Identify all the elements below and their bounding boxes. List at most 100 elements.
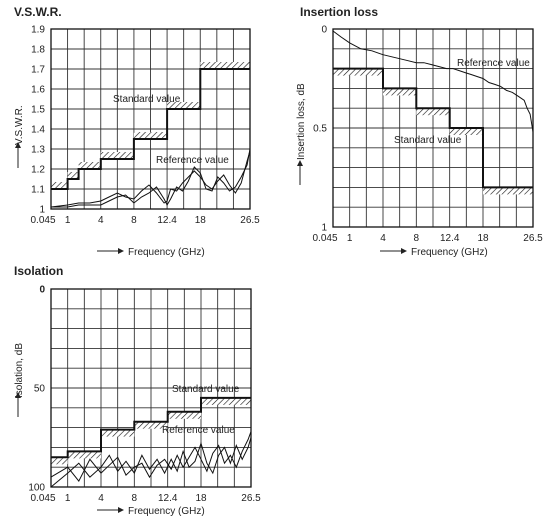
- insertion-loss-standard-hatch: [333, 68, 383, 76]
- vswr-x-label-text: Frequency (GHz): [128, 247, 205, 258]
- vswr-y-axis-label: V.S.W.R.: [14, 105, 25, 168]
- insertion-loss-standard-hatch: [416, 108, 450, 116]
- insertion-loss-x-tick-label: 4: [380, 233, 386, 244]
- isolation-y-tick-label: 100: [28, 483, 45, 494]
- vswr-y-tick-label: 1.8: [31, 45, 45, 56]
- vswr-standard-hatch: [100, 152, 134, 159]
- vswr-x-tick-label: 12.4: [157, 215, 177, 226]
- insertion-loss-hatch: [333, 68, 533, 195]
- vswr-x-axis-label: Frequency (GHz): [97, 247, 205, 258]
- insertion-loss-standard-hatch: [449, 128, 483, 135]
- vswr-standard-value-line: [51, 68, 250, 190]
- insertion-loss-x-tick-label: 0.045: [312, 233, 337, 244]
- insertion-loss-grid: [333, 29, 533, 227]
- vswr-x-tick-label: 8: [131, 215, 137, 226]
- insertion-loss-y-ticks: 00.51: [313, 25, 327, 234]
- insertion-loss-title: Insertion loss: [300, 5, 378, 19]
- insertion-loss-y-tick-label: 1: [321, 223, 327, 234]
- insertion-loss-x-tick-label: 12.4: [440, 233, 460, 244]
- isolation-y-ticks: 0 50 100: [28, 285, 45, 494]
- isolation-standard-hatch: [134, 421, 168, 429]
- vswr-standard-hatch: [167, 102, 201, 109]
- vswr-reference-series-1: [50, 150, 251, 208]
- vswr-y-tick-label: 1.2: [31, 165, 45, 176]
- vswr-x-tick-label: 18: [195, 215, 207, 226]
- isolation-reference-series-2: [50, 437, 252, 488]
- vswr-reference-series-2: [51, 148, 251, 208]
- vswr-panel: V.S.W.R. 0.045 1 4 8 12.4 18 26.5 11.11.21.31.…: [14, 5, 260, 258]
- isolation-x-ticks: 0.045 1 4 8 12.4 18 26.5: [30, 493, 261, 504]
- insertion-loss-frame: [332, 28, 534, 228]
- vswr-frame: [50, 28, 251, 210]
- insertion-loss-x-tick-label: 18: [477, 233, 489, 244]
- isolation-y-label-text: Isolation, dB: [14, 343, 25, 398]
- vswr-y-label-text: V.S.W.R.: [14, 105, 25, 145]
- vswr-y-tick-label: 1.9: [31, 25, 45, 36]
- vswr-y-tick-label: 1.5: [31, 105, 45, 116]
- vswr-y-tick-label: 1.6: [31, 85, 45, 96]
- isolation-standard-hatch: [167, 411, 201, 419]
- insertion-loss-series: [332, 30, 534, 133]
- vswr-grid: [51, 29, 250, 209]
- isolation-standard-hatch: [101, 429, 135, 437]
- vswr-annotation-reference: Reference value: [156, 155, 229, 166]
- vswr-y-tick-label: 1.4: [31, 125, 45, 136]
- isolation-x-tick-label: 1: [65, 493, 71, 504]
- isolation-series: [50, 431, 252, 488]
- insertion-loss-annotation-reference: Reference value: [457, 58, 530, 69]
- isolation-standard-hatch: [67, 451, 101, 459]
- isolation-annotation-reference: Reference value: [162, 425, 235, 436]
- isolation-y-axis-label: Isolation, dB: [14, 343, 25, 417]
- vswr-standard-hatch: [133, 132, 168, 139]
- vswr-annotation-standard: Standard value: [113, 94, 181, 105]
- insertion-loss-y-axis-label: Insertion loss, dB: [296, 83, 307, 185]
- isolation-y-tick-label: 50: [34, 384, 46, 395]
- insertion-loss-x-tick-label: 8: [414, 233, 420, 244]
- insertion-loss-x-ticks: 0.045 1 4 8 12.4 18 26.5: [312, 233, 543, 244]
- isolation-standard-hatch: [201, 397, 251, 405]
- vswr-standard-hatch: [67, 172, 79, 179]
- vswr-y-tick-label: 1.7: [31, 65, 45, 76]
- isolation-x-axis-label: Frequency (GHz): [97, 506, 205, 517]
- isolation-grid: [51, 289, 251, 487]
- insertion-loss-x-label-text: Frequency (GHz): [411, 247, 488, 258]
- vswr-y-tick-label: 1.3: [31, 145, 45, 156]
- insertion-loss-y-label-text: Insertion loss, dB: [296, 83, 307, 160]
- isolation-x-tick-label: 0.045: [30, 493, 55, 504]
- vswr-series: [50, 148, 251, 208]
- insertion-loss-standard-hatch: [383, 88, 417, 96]
- insertion-loss-standard-value-line: [333, 67, 533, 189]
- vswr-x-tick-label: 0.045: [30, 215, 55, 226]
- isolation-panel: Isolation 0.045 1 4 8 12.4 18 26.5 0 50 100 Stan…: [14, 264, 261, 517]
- insertion-loss-y-tick-label: 0: [321, 25, 327, 36]
- vswr-x-tick-label: 26.5: [240, 215, 260, 226]
- isolation-x-tick-label: 12.4: [158, 493, 178, 504]
- vswr-standard-hatch: [51, 182, 68, 189]
- isolation-x-label-text: Frequency (GHz): [128, 506, 205, 517]
- insertion-loss-x-tick-label: 1: [347, 233, 353, 244]
- isolation-frame: [50, 288, 252, 488]
- vswr-hatch: [51, 62, 251, 189]
- insertion-loss-x-axis-label: Frequency (GHz): [380, 247, 488, 258]
- insertion-loss-reference-series-1: [332, 30, 534, 133]
- insertion-loss-y-tick-label: 0.5: [313, 124, 327, 135]
- isolation-x-tick-label: 26.5: [241, 493, 261, 504]
- isolation-annotation-standard: Standard value: [172, 384, 240, 395]
- insertion-loss-x-tick-label: 26.5: [523, 233, 543, 244]
- vswr-x-ticks: 0.045 1 4 8 12.4 18 26.5: [30, 215, 260, 226]
- isolation-standard-hatch: [51, 457, 68, 465]
- vswr-y-ticks: 1 1.1 1.2 1.3 1.4 1.5 1.6 1.7 1.8 1.9: [31, 25, 45, 216]
- vswr-x-tick-label: 1: [65, 215, 71, 226]
- isolation-x-tick-label: 8: [132, 493, 138, 504]
- vswr-y-tick-label: 1: [39, 205, 45, 216]
- isolation-reference-series-1: [50, 431, 252, 483]
- isolation-x-tick-label: 18: [195, 493, 207, 504]
- vswr-standard-hatch: [200, 62, 251, 69]
- vswr-standard-hatch: [78, 162, 101, 169]
- isolation-hatch: [51, 397, 251, 465]
- vswr-title: V.S.W.R.: [14, 5, 62, 19]
- insertion-loss-standard-hatch: [483, 187, 533, 195]
- isolation-standard-value-line: [51, 396, 251, 459]
- isolation-y-tick-label: 0: [39, 285, 45, 296]
